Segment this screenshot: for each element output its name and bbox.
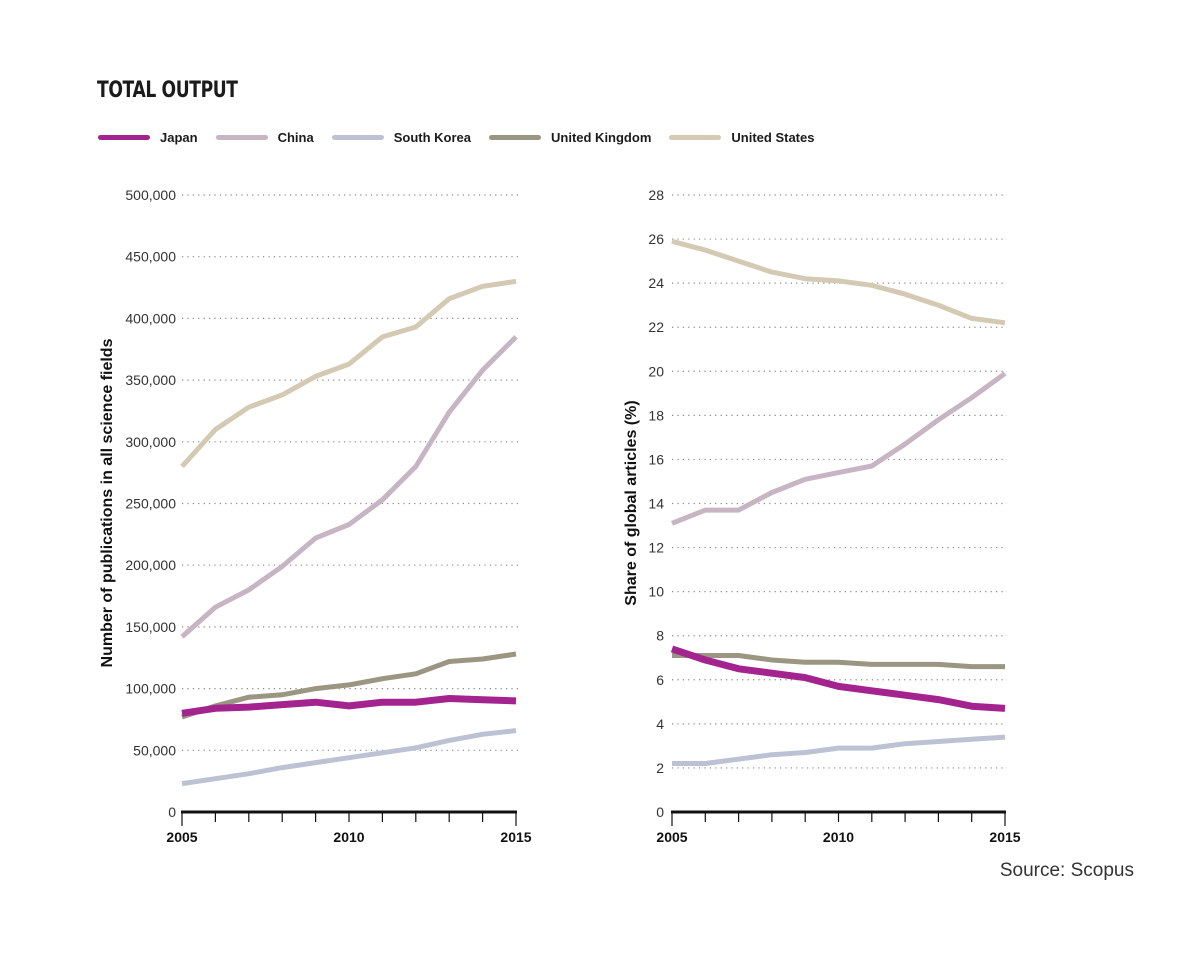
legend-label: United States [731,130,815,145]
legend-label: Japan [160,130,198,145]
x-tick-label: 2010 [823,829,854,845]
y-tick-label: 500,000 [125,187,176,203]
y-tick-label: 26 [648,231,664,247]
y-tick-label: 350,000 [125,372,176,388]
legend-item-china: China [215,130,314,145]
y-tick-label: 50,000 [133,742,176,758]
y-tick-label: 16 [648,451,664,467]
legend-item-japan: Japan [98,130,198,145]
y-tick-label: 6 [656,672,664,688]
series-line-united-states [180,278,517,469]
legend-label: United Kingdom [551,130,652,145]
series-line-united-kingdom [181,651,517,720]
source-note: Source: Scopus [999,860,1134,881]
x-tick-label: 2005 [166,829,197,845]
series-line-china [671,371,1007,526]
y-tick-label: 24 [648,275,664,291]
y-tick-label: 4 [656,716,664,732]
series-line-united-kingdom [672,653,1005,670]
legend-swatch-south-korea [331,135,384,140]
series-line-united-states [671,238,1006,326]
x-tick-label: 2010 [333,829,364,845]
legend-label: China [277,130,314,145]
y-tick-label: 250,000 [125,496,176,512]
legend-item-united-kingdom: United Kingdom [489,130,651,145]
series-line-china [180,335,518,639]
y-tick-label: 20 [648,363,664,379]
legend-swatch-japan [98,135,150,140]
legend: Japan China South Korea United Kingdom U… [98,130,832,145]
y-tick-label: 450,000 [125,249,176,265]
y-tick-label: 150,000 [125,619,176,635]
series-line-south-korea [672,734,1006,766]
y-axis-title: Number of publications in all science fi… [99,338,116,667]
legend-swatch-united-states [669,135,722,140]
chart-title: TOTAL OUTPUT [97,78,238,103]
y-tick-label: 2 [656,760,664,776]
legend-swatch-china [215,135,268,140]
y-tick-label: 28 [648,187,664,203]
y-tick-label: 0 [168,804,176,820]
series-line-japan [670,645,1006,712]
y-tick-label: 0 [656,804,664,820]
x-tick-label: 2005 [656,829,687,845]
legend-label: South Korea [393,130,471,145]
y-tick-label: 10 [648,584,664,600]
series-line-japan [181,695,517,717]
legend-item-south-korea: South Korea [331,130,471,145]
y-tick-label: 100,000 [125,681,176,697]
series-line-south-korea [181,728,517,787]
y-axis-title: Share of global articles (%) [623,400,640,605]
y-tick-label: 300,000 [125,434,176,450]
legend-item-united-states: United States [669,130,814,145]
y-tick-label: 8 [656,628,664,644]
y-tick-label: 22 [648,319,664,335]
y-tick-label: 12 [648,540,664,556]
y-tick-label: 18 [648,407,664,423]
x-tick-label: 2015 [500,829,531,845]
y-tick-label: 14 [648,496,664,512]
y-tick-label: 400,000 [125,310,176,326]
y-tick-label: 200,000 [125,557,176,573]
legend-swatch-united-kingdom [489,135,541,140]
x-tick-label: 2015 [989,829,1020,845]
